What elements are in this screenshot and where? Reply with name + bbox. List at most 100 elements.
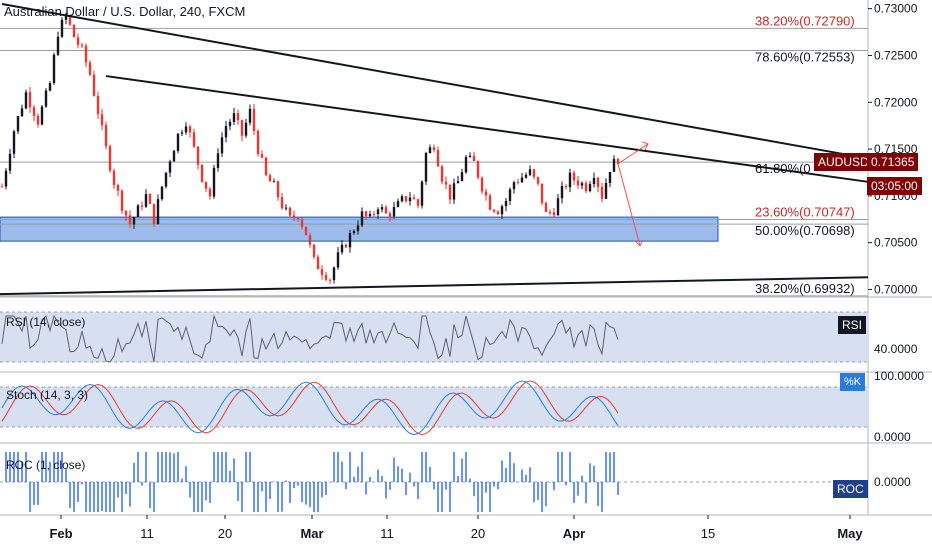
candle-body bbox=[600, 186, 604, 199]
resistance-trendline bbox=[1, 3, 869, 160]
candle-body bbox=[524, 174, 528, 178]
candle-body bbox=[540, 183, 544, 203]
candle-body bbox=[140, 205, 144, 207]
candle-body bbox=[568, 172, 572, 188]
time-tick-label: Feb bbox=[49, 526, 72, 541]
candle-body bbox=[512, 182, 516, 190]
candle-body bbox=[80, 44, 84, 46]
fib-label: 50.00%(0.70698) bbox=[755, 223, 855, 238]
candle-body bbox=[580, 183, 584, 186]
rsi-tag: RSI bbox=[838, 316, 867, 334]
symbol-tag: AUDUSD bbox=[814, 153, 873, 171]
roc-tag: ROC bbox=[833, 480, 868, 498]
candle-body bbox=[132, 217, 136, 225]
candle-body bbox=[516, 182, 520, 184]
stoch-label: Stoch (14, 3, 3) bbox=[6, 388, 89, 402]
candle-body bbox=[464, 156, 468, 173]
candle-body bbox=[564, 185, 568, 188]
candle-body bbox=[348, 233, 352, 248]
candle-body bbox=[60, 19, 64, 37]
candle-body bbox=[76, 37, 80, 45]
candle-body bbox=[156, 199, 160, 224]
candle-body bbox=[72, 24, 76, 38]
candle-body bbox=[404, 196, 408, 202]
candle-body bbox=[536, 176, 540, 184]
candle-body bbox=[488, 195, 492, 210]
candle-body bbox=[256, 130, 260, 155]
chart-title: Australian Dollar / U.S. Dollar, 240, FX… bbox=[4, 4, 246, 19]
candle-body bbox=[128, 215, 132, 225]
candle-body bbox=[500, 206, 504, 215]
rsi-label: RSI (14, close) bbox=[6, 315, 86, 329]
candle-body bbox=[96, 95, 100, 115]
candle-body bbox=[220, 137, 224, 154]
candle-body bbox=[272, 181, 276, 183]
candle-body bbox=[92, 74, 96, 96]
fib-label: 38.20%(0.69932) bbox=[755, 281, 855, 296]
candle-body bbox=[428, 147, 432, 153]
candle-body bbox=[548, 212, 552, 214]
candle-body bbox=[416, 199, 420, 206]
time-tick-label: 20 bbox=[218, 526, 232, 541]
candle-body bbox=[280, 197, 284, 209]
candle-body bbox=[356, 225, 360, 232]
time-tick-label: Mar bbox=[300, 526, 323, 541]
stoch-axis-top: 100.0000 bbox=[874, 369, 924, 383]
candle-body bbox=[492, 209, 496, 212]
candle-body bbox=[248, 108, 252, 123]
fib-label: 23.60%(0.70747) bbox=[755, 205, 855, 220]
candle-body bbox=[616, 158, 620, 164]
candle-body bbox=[164, 172, 168, 187]
candle-body bbox=[88, 62, 92, 75]
candle-body bbox=[124, 210, 128, 216]
candle-body bbox=[456, 181, 460, 184]
candle-body bbox=[204, 181, 208, 189]
candle-body bbox=[180, 132, 184, 134]
candle-body bbox=[184, 126, 188, 133]
candle-body bbox=[56, 36, 60, 55]
candle-body bbox=[308, 235, 312, 245]
candle-body bbox=[392, 207, 396, 217]
candle-body bbox=[476, 161, 480, 178]
candle-body bbox=[148, 194, 152, 204]
candle-body bbox=[296, 217, 300, 220]
candle-body bbox=[168, 161, 172, 173]
price-tick-label: 0.72500 bbox=[874, 48, 918, 62]
candle-body bbox=[484, 191, 488, 196]
candle-body bbox=[304, 226, 308, 236]
candle-body bbox=[396, 201, 400, 208]
candle-body bbox=[448, 184, 452, 200]
candle-body bbox=[332, 267, 336, 280]
candle-body bbox=[40, 106, 44, 125]
candle-body bbox=[236, 113, 240, 121]
rsi-band bbox=[0, 312, 868, 362]
time-tick-label: 15 bbox=[701, 526, 715, 541]
candle-body bbox=[424, 152, 428, 182]
candle-body bbox=[228, 121, 232, 127]
candle-body bbox=[48, 83, 52, 91]
time-tick-label: Apr bbox=[563, 526, 585, 541]
candle-body bbox=[104, 125, 108, 147]
candle-body bbox=[608, 171, 612, 183]
candle-body bbox=[452, 183, 456, 200]
arrow-head bbox=[634, 239, 644, 247]
candle-body bbox=[576, 180, 580, 186]
fib-label: 78.60%(0.72553) bbox=[755, 50, 855, 65]
candle-body bbox=[120, 190, 124, 211]
time-tick-label: 11 bbox=[380, 526, 394, 541]
roc-label: ROC (1, close) bbox=[6, 458, 86, 472]
candle-body bbox=[596, 178, 600, 187]
candle-body bbox=[24, 92, 28, 109]
candle-body bbox=[264, 157, 268, 176]
price-tick-label: 0.71500 bbox=[874, 142, 918, 156]
candle-body bbox=[240, 120, 244, 136]
candle-body bbox=[260, 154, 264, 158]
candle-body bbox=[112, 170, 116, 186]
candle-body bbox=[12, 131, 16, 154]
time-tick-label: May bbox=[837, 526, 863, 541]
candle-body bbox=[612, 158, 616, 172]
candle-body bbox=[192, 132, 196, 147]
fib-label: 38.20%(0.72790) bbox=[755, 13, 855, 28]
